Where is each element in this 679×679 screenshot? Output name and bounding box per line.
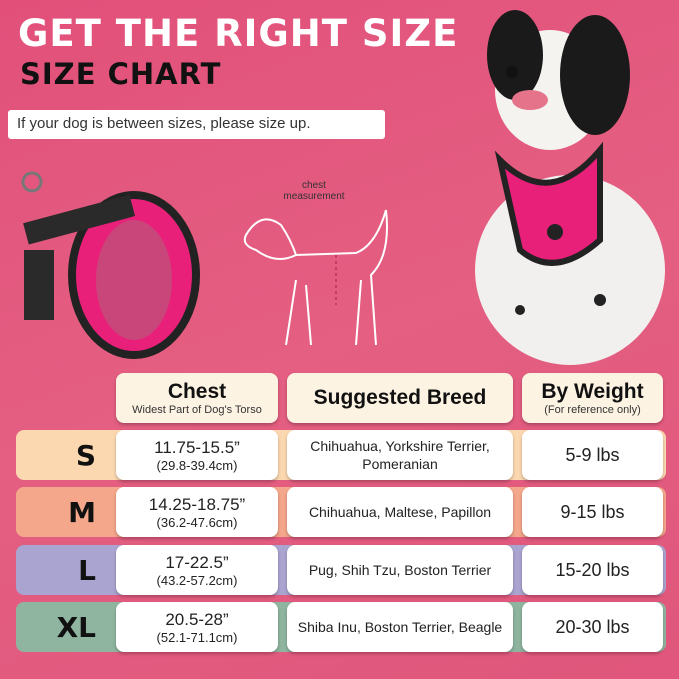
- chest-cell: 14.25-18.75” (36.2-47.6cm): [116, 487, 278, 537]
- size-label: L: [78, 553, 96, 587]
- chest-cell: 20.5-28” (52.1-71.1cm): [116, 602, 278, 652]
- weight-cell: 20-30 lbs: [522, 602, 663, 652]
- header-weight-subtitle: (For reference only): [544, 404, 641, 416]
- chest-inches: 11.75-15.5”: [154, 437, 240, 457]
- breed-cell: Chihuahua, Maltese, Papillon: [287, 487, 513, 537]
- size-label: S: [75, 438, 96, 472]
- breed-cell: Pug, Shih Tzu, Boston Terrier: [287, 545, 513, 595]
- breed-text: Chihuahua, Yorkshire Terrier, Pomeranian: [310, 438, 490, 472]
- header-chest: Chest Widest Part of Dog's Torso: [116, 373, 278, 423]
- subtitle: SIZE CHART: [20, 57, 222, 91]
- weight-cell: 15-20 lbs: [522, 545, 663, 595]
- main-title: GET THE RIGHT SIZE: [18, 12, 459, 55]
- sizing-note: If your dog is between sizes, please siz…: [8, 110, 385, 139]
- header-weight: By Weight (For reference only): [522, 373, 663, 423]
- breed-text: Pug, Shih Tzu, Boston Terrier: [308, 562, 492, 578]
- weight-text: 9-15 lbs: [560, 501, 625, 522]
- header-breed-title: Suggested Breed: [313, 386, 487, 409]
- weight-text: 20-30 lbs: [555, 616, 630, 637]
- chest-measurement-label: chest measurement: [283, 180, 345, 202]
- chest-cm: (43.2-57.2cm): [156, 572, 238, 588]
- header-breed: Suggested Breed: [287, 373, 513, 423]
- chest-cm: (29.8-39.4cm): [156, 457, 238, 473]
- harness-image: [21, 171, 200, 359]
- dog-photo: [475, 10, 665, 365]
- breed-text: Chihuahua, Maltese, Papillon: [308, 504, 492, 520]
- breed-text: Shiba Inu, Boston Terrier, Beagle: [297, 619, 503, 635]
- size-label: XL: [56, 610, 96, 644]
- weight-text: 5-9 lbs: [565, 444, 620, 465]
- breed-cell: Shiba Inu, Boston Terrier, Beagle: [287, 602, 513, 652]
- header-chest-title: Chest: [167, 380, 227, 403]
- size-label: M: [68, 495, 96, 529]
- weight-cell: 5-9 lbs: [522, 430, 663, 480]
- chest-inches: 20.5-28”: [165, 609, 229, 629]
- chest-cell: 11.75-15.5” (29.8-39.4cm): [116, 430, 278, 480]
- header-weight-title: By Weight: [541, 380, 644, 403]
- header-chest-subtitle: Widest Part of Dog's Torso: [132, 404, 262, 416]
- chest-cm: (52.1-71.1cm): [156, 629, 238, 645]
- chest-inches: 17-22.5”: [165, 552, 229, 572]
- weight-cell: 9-15 lbs: [522, 487, 663, 537]
- dog-outline-illustration: [243, 209, 388, 346]
- breed-cell: Chihuahua, Yorkshire Terrier, Pomeranian: [287, 430, 513, 480]
- chest-cell: 17-22.5” (43.2-57.2cm): [116, 545, 278, 595]
- chest-cm: (36.2-47.6cm): [156, 514, 238, 530]
- weight-text: 15-20 lbs: [555, 559, 630, 580]
- chest-inches: 14.25-18.75”: [148, 494, 246, 514]
